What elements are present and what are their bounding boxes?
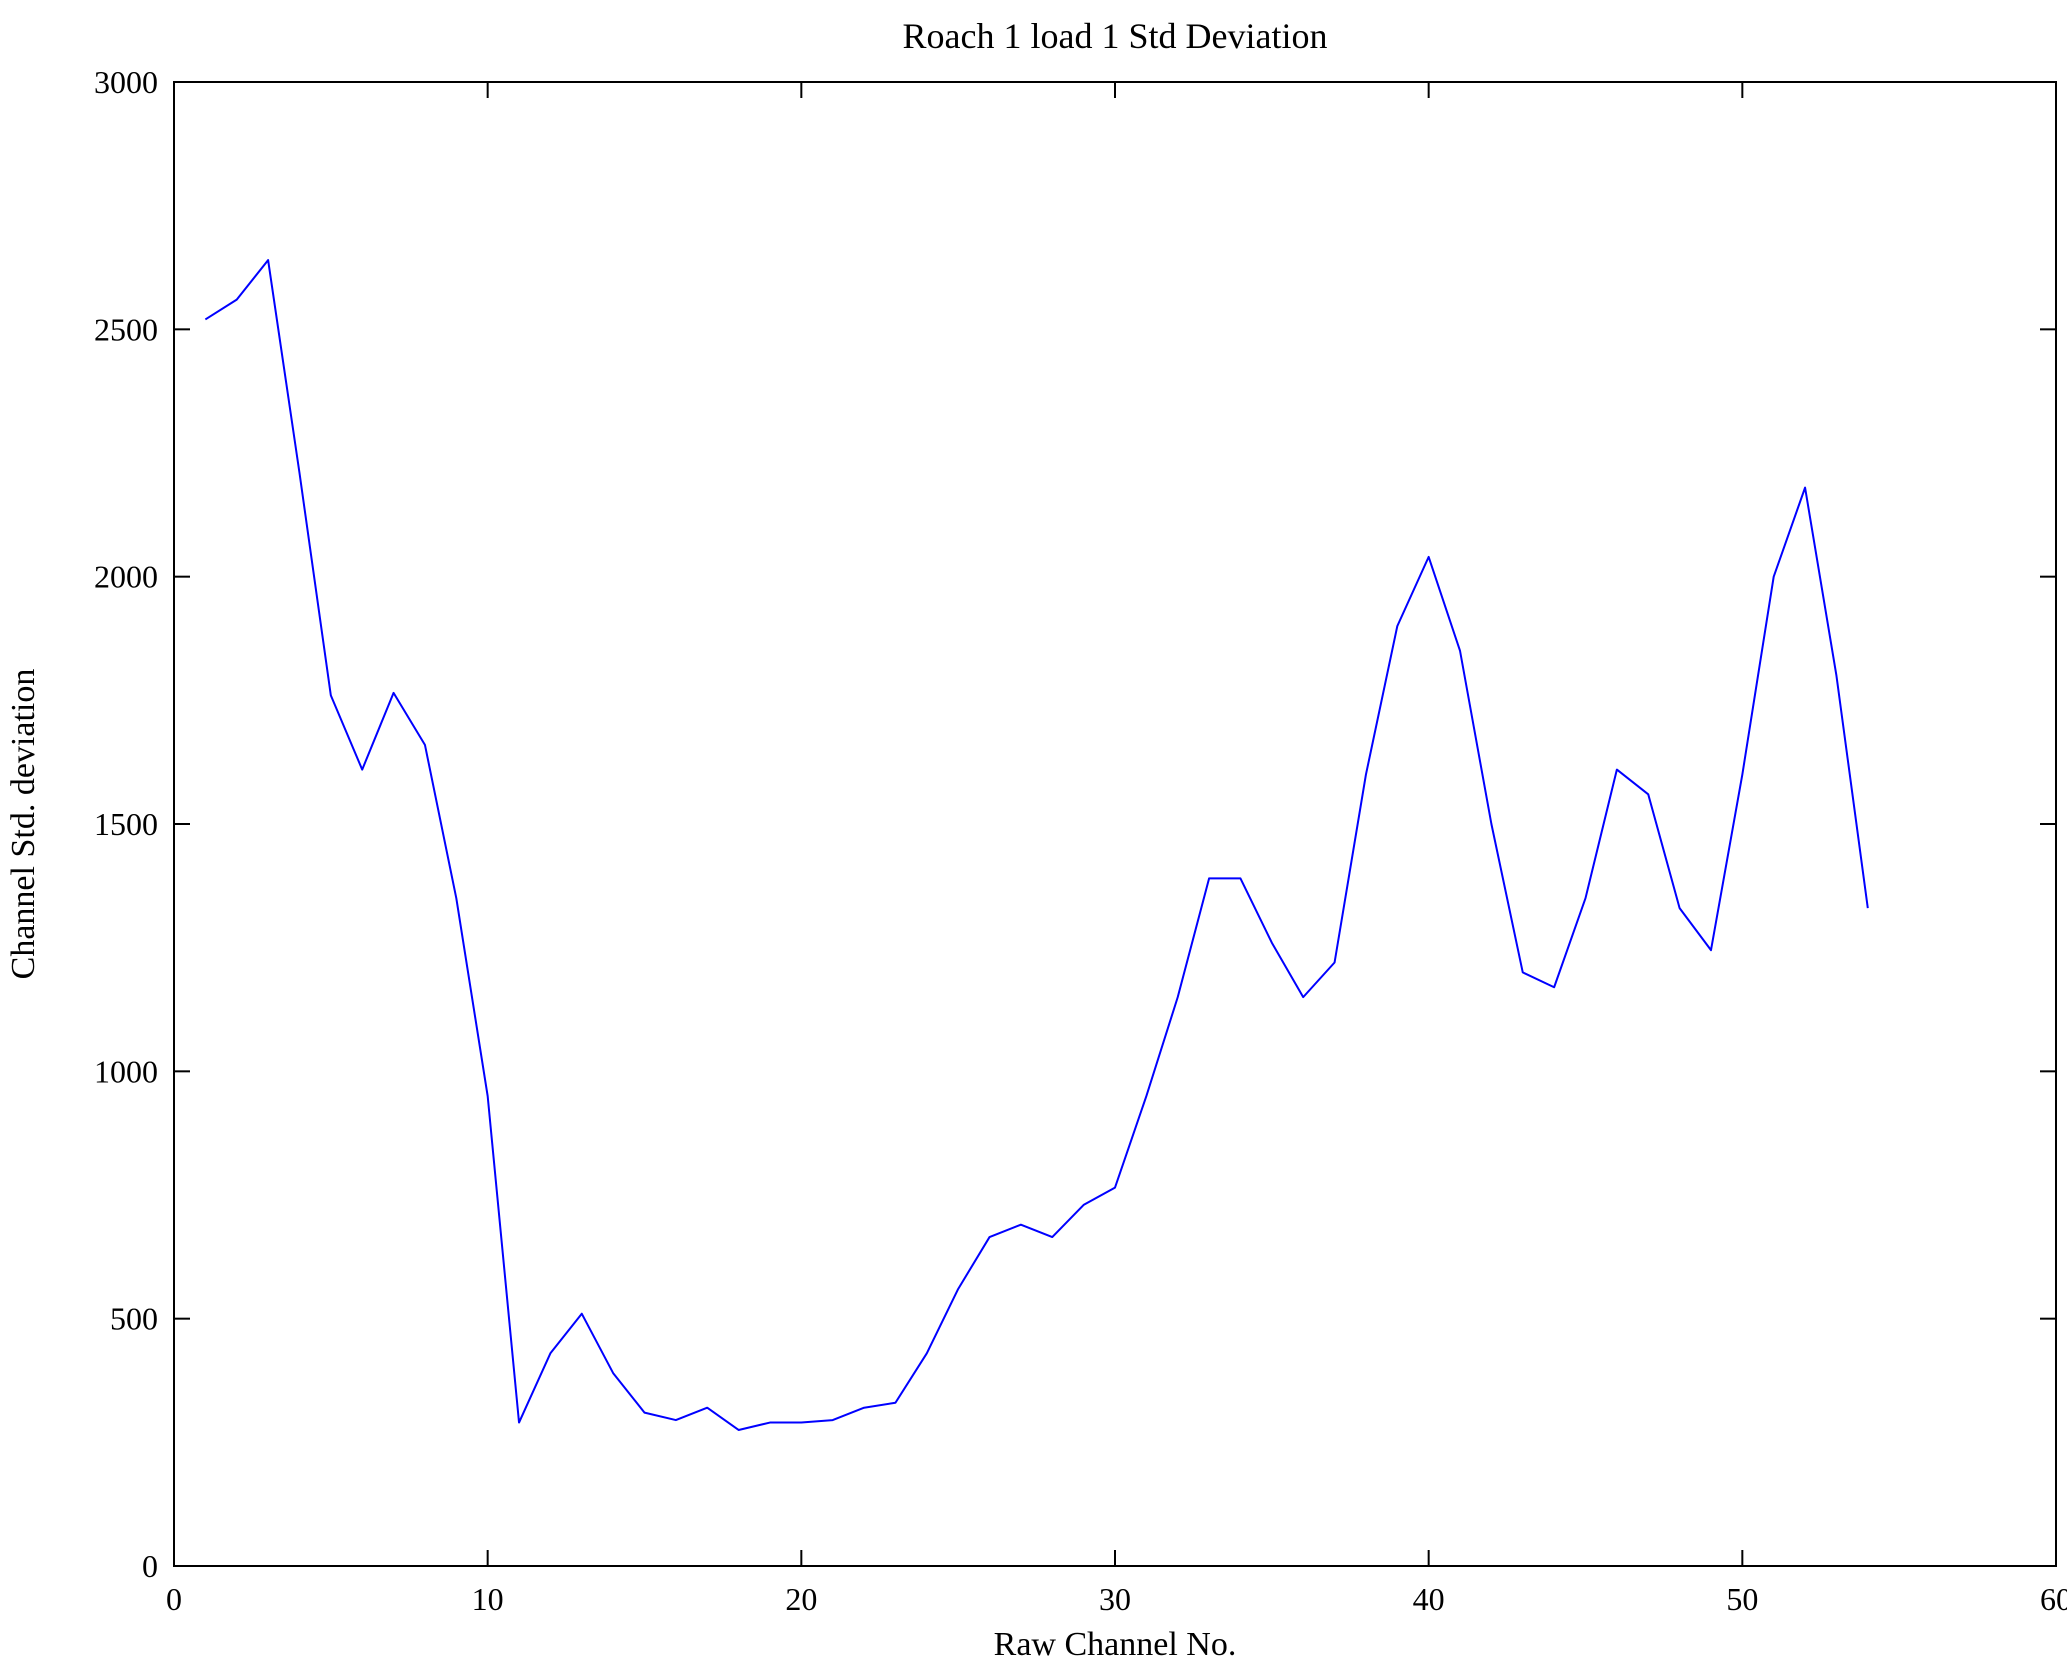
y-tick-label: 2500 — [94, 311, 158, 347]
x-tick-label: 10 — [472, 1581, 504, 1617]
x-tick-label: 0 — [166, 1581, 182, 1617]
y-tick-label: 0 — [142, 1548, 158, 1584]
x-tick-label: 20 — [785, 1581, 817, 1617]
x-tick-label: 50 — [1726, 1581, 1758, 1617]
data-series-line — [204, 259, 1869, 1431]
y-axis-label: Channel Std. deviation — [5, 669, 42, 980]
y-tick-label: 1500 — [94, 806, 158, 842]
x-tick-label: 30 — [1099, 1581, 1131, 1617]
plot-area: 0 10 20 30 40 50 60 0 500 1000 1500 2000 2500 3000 — [94, 64, 2067, 1617]
y-tick-label: 3000 — [94, 64, 158, 100]
y-tick-label: 500 — [110, 1301, 158, 1337]
chart-title: Roach 1 load 1 Std Deviation — [903, 16, 1328, 56]
x-tick-label: 60 — [2040, 1581, 2067, 1617]
x-axis-label: Raw Channel No. — [994, 1626, 1237, 1663]
axes-box — [173, 81, 2057, 1567]
y-tick-label: 1000 — [94, 1053, 158, 1089]
x-tick-label: 40 — [1413, 1581, 1445, 1617]
y-tick-label: 2000 — [94, 559, 158, 595]
